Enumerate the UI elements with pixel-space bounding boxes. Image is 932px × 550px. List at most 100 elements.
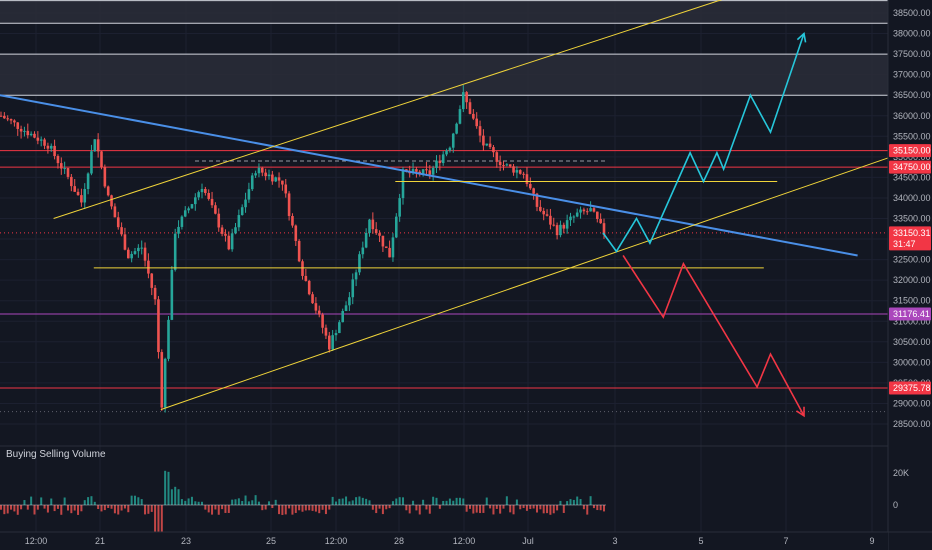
volume-bar [180,499,183,505]
volume-bar [462,498,465,505]
time-axis[interactable]: 12:00 21 23 25 12:00 28 12:00 Jul 3 5 7 9 [0,531,932,550]
candle-body [237,215,241,228]
volume-bar [130,495,133,505]
volume-bar [519,505,522,510]
candle-body [475,118,478,127]
candle-body [137,247,140,252]
price-axis-background [888,0,932,550]
volume-bar [331,496,334,505]
candle-body [163,358,167,408]
trendlines[interactable] [0,0,892,411]
candle-body [56,156,60,164]
trendline[interactable] [160,156,892,411]
volume-bar [324,505,327,515]
candle-body [103,167,107,187]
candle-body [311,294,314,304]
volume-bar [465,505,468,512]
candle-body [438,160,442,164]
price-tick-label: 30500.00 [893,337,931,347]
volume-bar [345,496,348,505]
volume-bar [194,501,197,505]
candle-body [53,145,56,157]
price-tick-label: 30000.00 [893,357,931,367]
volume-bar [257,501,260,505]
volume-bar [572,499,575,505]
candle-body [281,180,284,185]
candle-body [384,246,388,248]
price-tick-label: 28500.00 [893,419,931,429]
candle-body [16,122,20,129]
candle-body [46,145,50,149]
volume-bar [402,497,404,505]
candle-body [100,151,103,168]
volume-bar [472,505,475,514]
volume-bar [502,505,505,509]
trendline[interactable] [53,0,744,219]
candle-body [468,102,472,114]
price-label-text: 31:47 [893,239,916,249]
volume-bar [495,505,498,509]
price-axis[interactable]: 38500.00 38000.00 37500.00 37000.00 36500.00… [887,0,932,550]
volume-bar [381,505,384,515]
candle-body [70,176,73,187]
volume-bar [499,505,502,514]
volume-bar [442,500,445,505]
volume-bar [418,505,421,515]
volume-bar [335,501,337,505]
volume-bar [103,505,106,511]
candle-body [153,287,157,300]
candle-body [83,189,87,203]
price-label-badge [889,307,931,321]
price-label-badge [889,381,931,395]
candle-body [465,92,468,103]
volume-bars [0,470,606,545]
candle-body [428,170,432,175]
volume-bar [458,497,461,505]
candle-body [354,272,358,280]
price-tick-label: 38000.00 [893,29,931,39]
candle-body [344,305,348,311]
volume-bar [311,505,314,511]
descending-trendline[interactable] [0,94,858,257]
volume-bar [140,499,143,505]
volume-bar [43,505,46,509]
volume-bar [355,497,358,505]
volume-bar [294,505,297,513]
candle-body [425,169,428,171]
candle-body [596,211,599,219]
volume-bar [408,505,411,514]
candle-body [455,123,458,134]
time-tick-label: 12:00 [453,536,476,546]
volume-bar [40,497,43,505]
candle-body [230,233,234,250]
volume-bar [435,497,438,505]
price-tick-label: 32500.00 [893,255,931,265]
candle-body [19,128,23,132]
volume-bar [13,505,16,512]
candle-body [9,119,13,121]
candle-body [217,213,221,228]
volume-bar [134,495,136,505]
candle-body [522,173,525,175]
time-tick-label: 25 [266,536,276,546]
volume-bar [576,496,579,505]
price-tick-label: 34000.00 [893,193,931,203]
volume-bar [117,505,120,515]
candle-body [579,209,582,213]
volume-bar [515,499,518,505]
candle-body [569,216,572,221]
candle-body [157,299,160,353]
volume-bar [452,500,455,505]
scenario-arrowhead [796,31,807,43]
volume-bar [93,501,96,505]
volume-bar [160,505,163,545]
candle-body [371,219,375,230]
volume-bar [368,500,371,505]
volume-bar [224,505,227,513]
candle-body [60,163,63,169]
volume-bar [177,489,180,505]
candle-body [214,205,217,214]
candle-body [565,220,569,229]
volume-bar [412,500,415,505]
